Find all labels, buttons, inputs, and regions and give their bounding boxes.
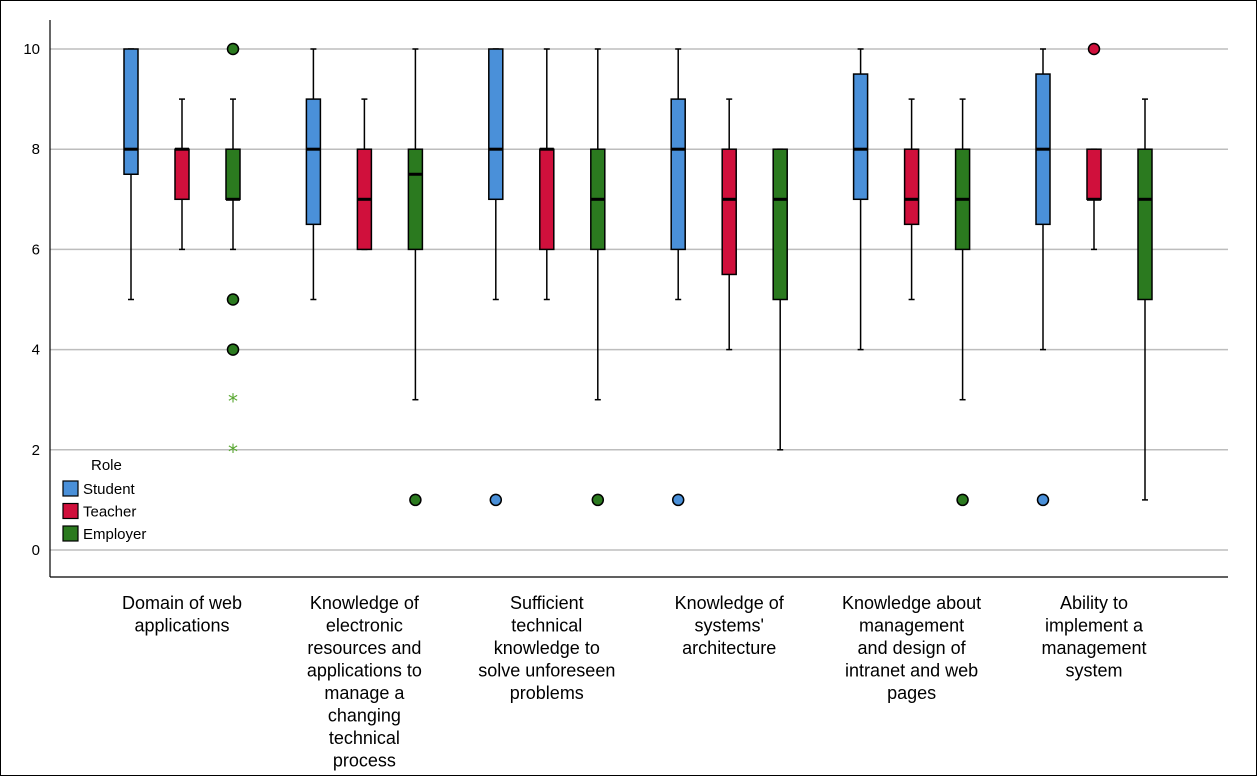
category-label-line: Sufficient: [510, 593, 584, 613]
category-label-line: Knowledge of: [675, 593, 785, 613]
legend-swatch-student: [62, 480, 79, 497]
category-label-line: resources and: [307, 638, 421, 658]
boxes: **: [123, 42, 1153, 507]
legend-label-employer: Employer: [83, 526, 146, 543]
box-teacher: [903, 98, 920, 301]
box-teacher: [174, 98, 190, 251]
box-employer: **: [225, 42, 241, 464]
category-label-line: technical: [329, 728, 400, 748]
category-label: Domain of web applications: [122, 593, 242, 636]
outlier-point: [1087, 42, 1101, 56]
category-label-line: solve unforeseen: [478, 661, 615, 681]
extreme-point: *: [228, 440, 238, 464]
extreme-point: *: [228, 390, 238, 414]
box-rect: [721, 148, 737, 276]
box-teacher: [539, 48, 555, 301]
category-label-line: intranet and web: [845, 661, 978, 681]
category-label: Knowledge of systems' architecture: [675, 593, 785, 658]
axes: [49, 20, 1228, 578]
box-rect: [1137, 148, 1153, 301]
category-label-line: systems': [694, 616, 763, 636]
legend-swatch-teacher: [62, 502, 79, 520]
y-tick-label: 2: [32, 442, 40, 459]
box-rect: [1086, 148, 1102, 201]
category-label-line: implement a: [1045, 616, 1144, 636]
y-tick-label: 8: [32, 141, 40, 158]
box-student: [305, 48, 322, 301]
box-rect: [123, 48, 139, 175]
category-label-line: system: [1065, 661, 1122, 681]
category-label: Knowledge of electronic resources and appli…: [307, 593, 422, 771]
box-student: [670, 48, 686, 507]
y-tick-label: 6: [32, 241, 40, 258]
outlier-point: [226, 42, 240, 56]
box-rect: [539, 148, 555, 251]
legend-label-teacher: Teacher: [83, 504, 136, 521]
box-rect: [225, 148, 241, 201]
box-rect: [772, 148, 788, 301]
category-label-line: process: [333, 751, 396, 771]
category-label-line: changing: [328, 706, 401, 726]
category-label: Sufficient technical knowledge to solve unf…: [478, 593, 615, 703]
outlier-point: [1036, 493, 1050, 507]
box-teacher: [721, 98, 737, 351]
y-tick-label: 4: [32, 342, 40, 359]
box-rect: [488, 48, 504, 201]
outlier-point: [591, 493, 605, 507]
gridlines: [50, 48, 1228, 551]
category-label-line: management: [859, 616, 964, 636]
category-label-line: architecture: [682, 638, 776, 658]
category-label-line: pages: [887, 683, 936, 703]
outlier-point: [671, 493, 685, 507]
category-label-line: applications: [134, 616, 229, 636]
box-employer: [590, 48, 606, 507]
box-rect: [305, 98, 322, 226]
box-employer: [1137, 98, 1153, 501]
legend-title: Role: [91, 457, 122, 474]
category-label-line: knowledge to: [494, 638, 600, 658]
outlier-point: [226, 293, 240, 306]
outlier-point: [489, 493, 503, 507]
box-student: [488, 48, 504, 507]
outlier-point: [226, 343, 240, 356]
legend-label-student: Student: [83, 481, 136, 498]
box-rect: [407, 148, 424, 251]
box-student: [852, 48, 869, 351]
category-labels: Domain of web applications Knowledge of ele…: [122, 593, 1147, 771]
category-label-line: manage a: [324, 683, 405, 703]
category-label: Ability to implement a management system: [1041, 593, 1146, 681]
category-label-line: Ability to: [1060, 593, 1128, 613]
legend: Role Student Teacher Employer: [62, 457, 146, 543]
category-label-line: Knowledge about: [842, 593, 981, 613]
box-rect: [852, 73, 869, 201]
category-label-line: Knowledge of: [310, 593, 420, 613]
box-rect: [670, 98, 686, 251]
category-label-line: problems: [510, 683, 584, 703]
category-label-line: management: [1041, 638, 1146, 658]
box-teacher: [1086, 42, 1102, 251]
box-teacher: [356, 98, 373, 251]
category-label-line: technical: [511, 616, 582, 636]
legend-swatch-employer: [62, 525, 79, 542]
box-rect: [903, 148, 920, 226]
box-employer: [772, 148, 788, 451]
box-student: [123, 48, 139, 301]
category-label-line: Domain of web: [122, 593, 242, 613]
category-label: Knowledge about management and design of in…: [842, 593, 981, 703]
category-label-line: applications to: [307, 661, 422, 681]
outlier-point: [409, 493, 422, 507]
category-label-line: electronic: [326, 616, 403, 636]
box-rect: [174, 148, 190, 201]
box-student: [1035, 48, 1051, 507]
y-tick-label: 0: [32, 542, 40, 559]
box-employer: [407, 48, 424, 507]
box-employer: [954, 98, 971, 507]
outlier-point: [956, 493, 969, 507]
category-label-line: and design of: [858, 638, 967, 658]
y-tick-label: 10: [23, 41, 40, 58]
y-tick-labels: 0 2 4 6 8 10: [23, 41, 40, 559]
